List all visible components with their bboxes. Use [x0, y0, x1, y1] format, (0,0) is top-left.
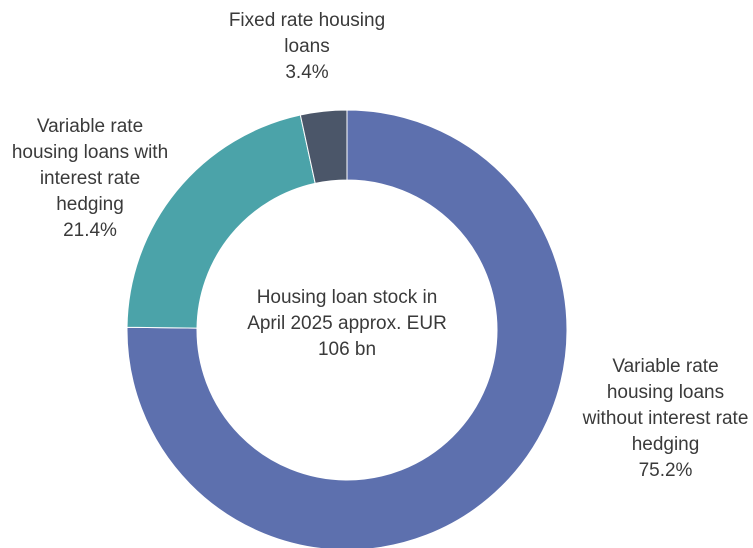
center-text: Housing loan stock in April 2025 approx.… — [247, 287, 447, 360]
donut-slice — [126, 109, 568, 548]
slice-name: Variable rate housing loans without inte… — [582, 356, 749, 455]
slice-value: 3.4% — [285, 62, 329, 83]
slice-label: Variable rate housing loans without inte… — [578, 354, 753, 484]
slice-value: 21.4% — [63, 220, 117, 241]
slice-value: 75.2% — [638, 460, 693, 481]
donut-slice — [299, 109, 348, 185]
slice-label: Variable rate housing loans with interes… — [5, 114, 175, 244]
slice-label: Fixed rate housing loans 3.4% — [222, 8, 392, 86]
slice-name: Fixed rate housing loans — [228, 10, 386, 57]
slice-name: Variable rate housing loans with interes… — [11, 116, 169, 215]
